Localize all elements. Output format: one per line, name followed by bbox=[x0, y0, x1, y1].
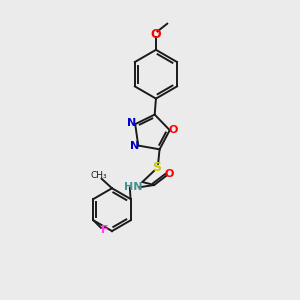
Text: N: N bbox=[127, 118, 136, 128]
Text: F: F bbox=[101, 226, 109, 236]
Text: O: O bbox=[151, 28, 161, 41]
Text: S: S bbox=[152, 161, 161, 174]
Text: HN: HN bbox=[124, 182, 143, 192]
Text: O: O bbox=[164, 169, 174, 179]
Text: O: O bbox=[169, 125, 178, 135]
Text: N: N bbox=[130, 142, 139, 152]
Text: CH₃: CH₃ bbox=[90, 171, 107, 180]
